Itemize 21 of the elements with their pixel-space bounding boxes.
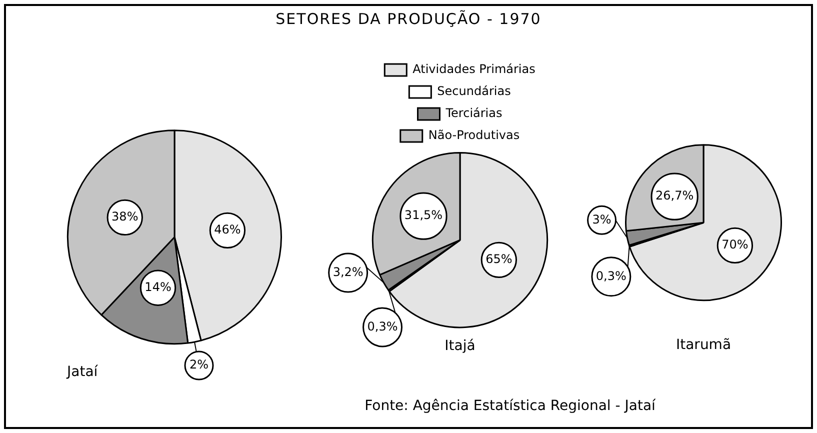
data-label: 0,3% (367, 319, 398, 334)
text: Itarumã (676, 337, 732, 354)
text: Itajá (444, 338, 476, 354)
source-note: Fonte: Agência Estatística Regional - Jataí (364, 398, 656, 414)
data-label: 26,7% (656, 188, 694, 203)
text: Jataí (66, 364, 99, 380)
data-label: 3% (592, 212, 612, 226)
data-label: 3,2% (332, 264, 364, 279)
legend-label: Terciárias (444, 106, 502, 120)
text: SETORES DA PRODUÇÃO - 1970 (274, 10, 542, 28)
data-label: 2% (189, 358, 209, 372)
data-label: 0,3% (596, 268, 626, 283)
legend-label: Não-Produtivas (428, 128, 520, 142)
data-label: 31,5% (404, 208, 443, 222)
legend-label: Atividades Primárias (412, 62, 536, 76)
legend-label: Secundárias (437, 84, 511, 98)
data-label: 46% (214, 222, 241, 237)
data-label: 38% (112, 210, 138, 224)
data-label: 14% (144, 280, 172, 294)
data-label: 70% (722, 238, 748, 252)
data-label: 65% (486, 252, 512, 266)
